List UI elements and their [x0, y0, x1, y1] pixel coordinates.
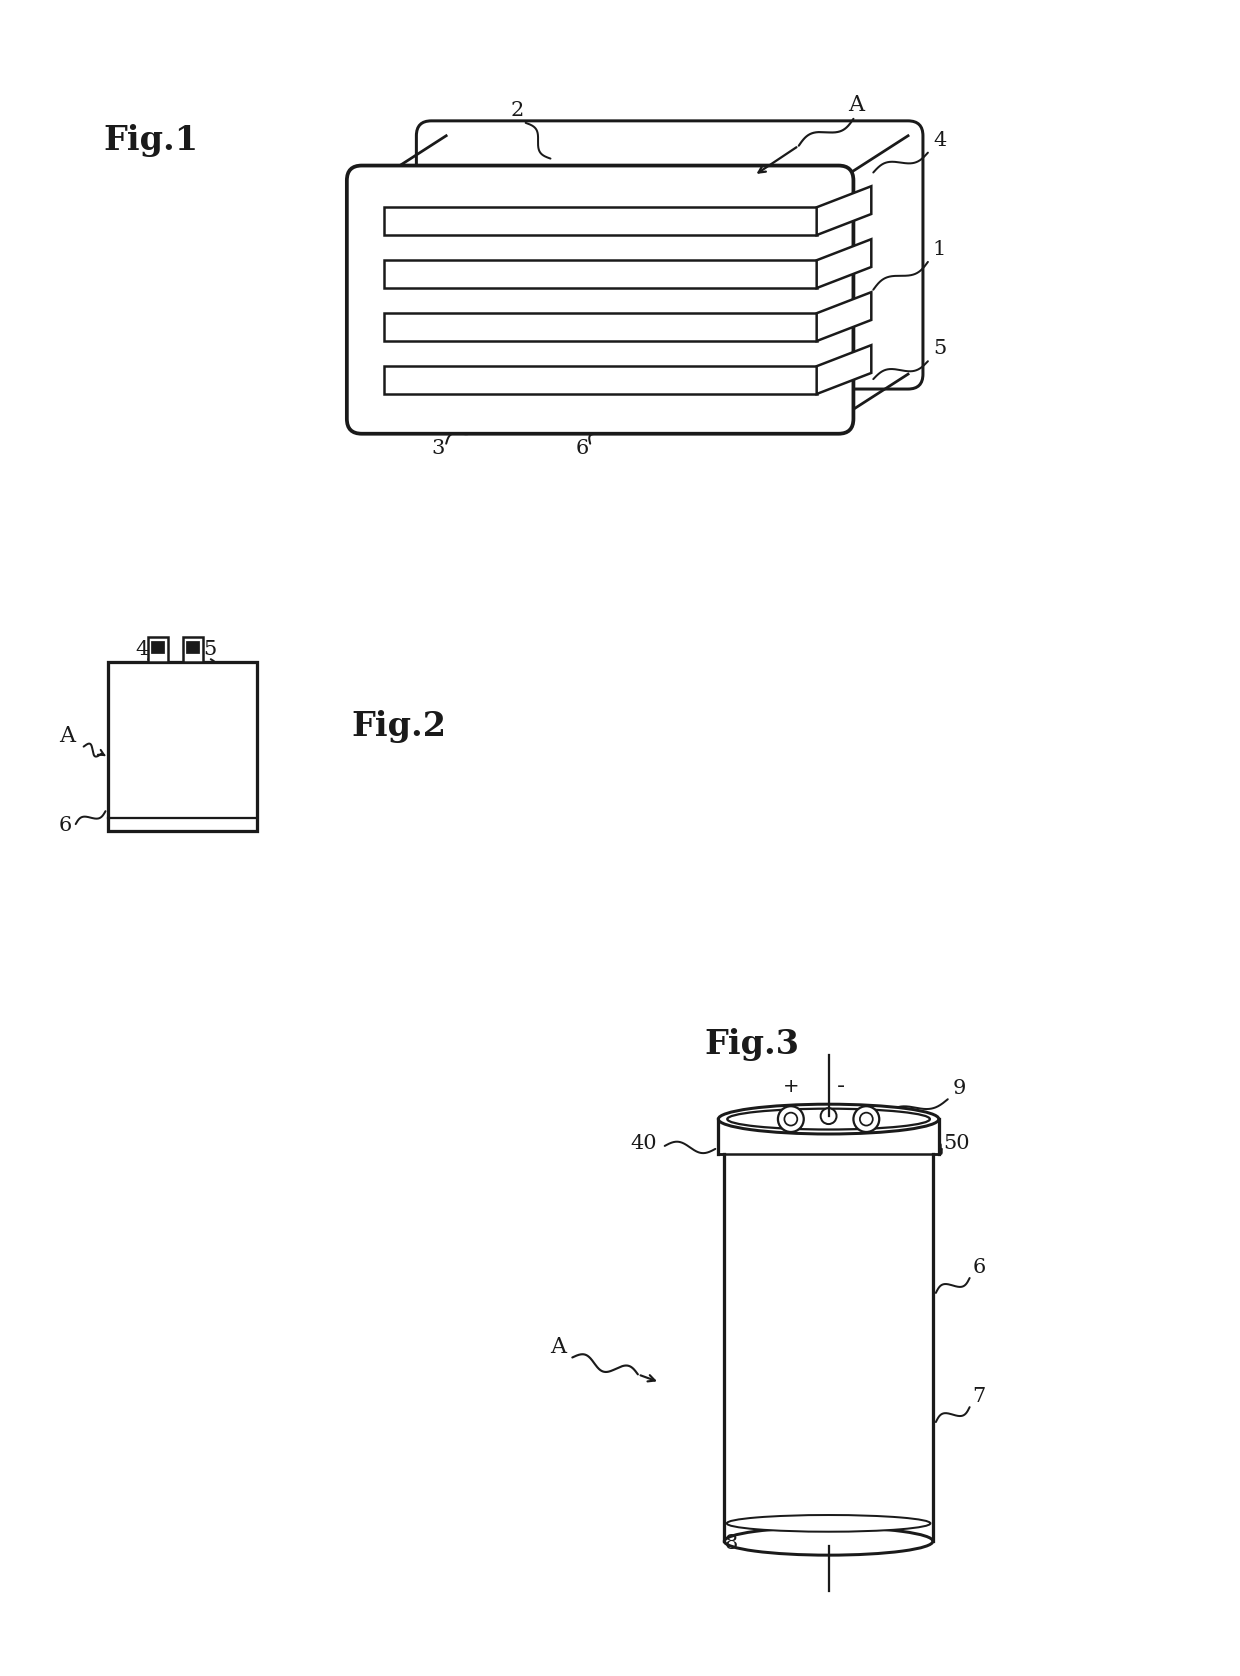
Text: 6: 6 [58, 816, 72, 835]
Ellipse shape [718, 1104, 939, 1135]
Text: 4: 4 [932, 131, 946, 149]
Text: 3: 3 [432, 439, 445, 458]
Bar [108, 662, 258, 831]
Bar [184, 637, 203, 662]
Text: 4: 4 [135, 640, 149, 659]
Text: 7: 7 [972, 1388, 986, 1406]
Text: -: - [837, 1076, 844, 1096]
Text: A: A [58, 724, 74, 746]
Polygon shape [383, 260, 817, 288]
Text: A: A [848, 94, 864, 116]
Ellipse shape [727, 1515, 930, 1532]
Circle shape [859, 1113, 873, 1126]
Polygon shape [817, 345, 872, 394]
FancyBboxPatch shape [417, 121, 923, 389]
Text: Fig.3: Fig.3 [704, 1027, 800, 1061]
Text: 6: 6 [575, 439, 589, 458]
Bar [149, 637, 169, 662]
Polygon shape [383, 208, 817, 235]
Polygon shape [817, 240, 872, 288]
Text: 5: 5 [932, 339, 946, 359]
Text: A: A [551, 1336, 567, 1358]
Bar [187, 642, 198, 654]
Text: Fig.1: Fig.1 [103, 124, 198, 158]
Ellipse shape [724, 1527, 932, 1555]
Text: 2: 2 [511, 101, 525, 121]
Circle shape [821, 1108, 837, 1125]
Text: 5: 5 [203, 640, 216, 659]
FancyBboxPatch shape [347, 166, 853, 434]
Polygon shape [817, 186, 872, 235]
Polygon shape [383, 313, 817, 340]
Text: Fig.2: Fig.2 [352, 711, 446, 742]
Text: 6: 6 [972, 1259, 986, 1277]
Text: 9: 9 [952, 1079, 966, 1098]
Ellipse shape [728, 1108, 930, 1130]
Text: 40: 40 [630, 1135, 656, 1153]
Polygon shape [383, 365, 817, 394]
Text: 1: 1 [932, 240, 946, 260]
Polygon shape [817, 292, 872, 340]
Circle shape [785, 1113, 797, 1126]
Circle shape [777, 1106, 804, 1131]
Text: 8: 8 [724, 1534, 738, 1554]
Bar [153, 642, 164, 654]
Text: 50: 50 [942, 1135, 970, 1153]
Circle shape [853, 1106, 879, 1131]
Text: +: + [782, 1076, 799, 1096]
